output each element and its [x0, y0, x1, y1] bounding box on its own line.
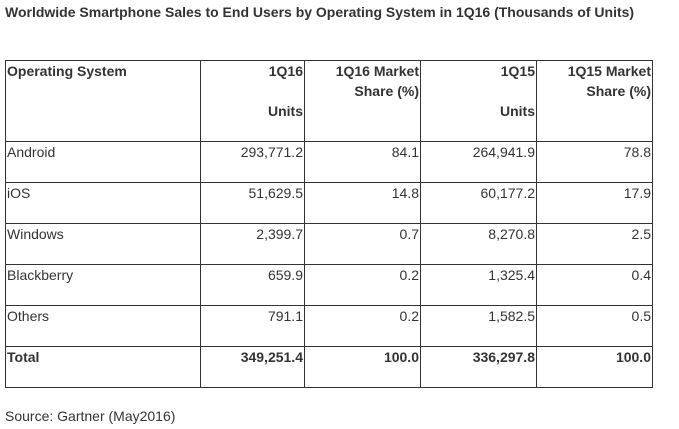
- sales-table: Operating System 1Q16 Units 1Q16 Market …: [5, 60, 653, 388]
- total-share-1q15-cell: 100.0: [536, 346, 653, 388]
- table-row-others: Others 791.1 0.2 1,582.5 0.5: [5, 305, 653, 347]
- total-label-cell: Total: [5, 346, 201, 388]
- header-label-line2: Units: [500, 103, 535, 119]
- header-label-line1: 1Q15: [500, 63, 535, 79]
- share-1q15-cell: 0.4: [536, 264, 653, 306]
- header-label-line2: Share (%): [586, 83, 651, 99]
- table-row-blackberry: Blackberry 659.9 0.2 1,325.4 0.4: [5, 264, 653, 306]
- header-label: Operating System: [7, 63, 127, 79]
- header-label-line1: 1Q16 Market: [335, 63, 419, 79]
- units-1q15-cell: 1,582.5: [420, 305, 537, 347]
- os-name-cell: iOS: [5, 182, 201, 224]
- share-1q15-cell: 78.8: [536, 141, 653, 183]
- table-row-windows: Windows 2,399.7 0.7 8,270.8 2.5: [5, 223, 653, 265]
- header-label-line1: 1Q15 Market: [567, 63, 651, 79]
- table-row-android: Android 293,771.2 84.1 264,941.9 78.8: [5, 141, 653, 183]
- units-1q16-cell: 2,399.7: [200, 223, 305, 265]
- header-1q16-share: 1Q16 Market Share (%): [304, 60, 421, 142]
- units-1q16-cell: 791.1: [200, 305, 305, 347]
- units-1q15-cell: 8,270.8: [420, 223, 537, 265]
- table-row-total: Total 349,251.4 100.0 336,297.8 100.0: [5, 346, 653, 388]
- header-label-line1: 1Q16: [268, 63, 303, 79]
- header-1q16-units: 1Q16 Units: [200, 60, 305, 142]
- header-label-line2: Units: [268, 103, 303, 119]
- os-name-cell: Android: [5, 141, 201, 183]
- table-row-ios: iOS 51,629.5 14.8 60,177.2 17.9: [5, 182, 653, 224]
- share-1q16-cell: 0.2: [304, 264, 421, 306]
- units-1q15-cell: 60,177.2: [420, 182, 537, 224]
- units-1q15-cell: 264,941.9: [420, 141, 537, 183]
- share-1q16-cell: 84.1: [304, 141, 421, 183]
- source-note: Source: Gartner (May2016): [5, 408, 176, 424]
- share-1q15-cell: 17.9: [536, 182, 653, 224]
- table-header-row: Operating System 1Q16 Units 1Q16 Market …: [5, 60, 653, 142]
- os-name-cell: Windows: [5, 223, 201, 265]
- header-label-line2: Share (%): [354, 83, 419, 99]
- header-1q15-share: 1Q15 Market Share (%): [536, 60, 653, 142]
- units-1q16-cell: 293,771.2: [200, 141, 305, 183]
- share-1q16-cell: 0.7: [304, 223, 421, 265]
- share-1q15-cell: 2.5: [536, 223, 653, 265]
- share-1q16-cell: 14.8: [304, 182, 421, 224]
- share-1q15-cell: 0.5: [536, 305, 653, 347]
- total-share-1q16-cell: 100.0: [304, 346, 421, 388]
- header-1q15-units: 1Q15 Units: [420, 60, 537, 142]
- header-operating-system: Operating System: [5, 60, 201, 142]
- share-1q16-cell: 0.2: [304, 305, 421, 347]
- units-1q16-cell: 659.9: [200, 264, 305, 306]
- os-name-cell: Blackberry: [5, 264, 201, 306]
- units-1q16-cell: 51,629.5: [200, 182, 305, 224]
- units-1q15-cell: 1,325.4: [420, 264, 537, 306]
- table-title: Worldwide Smartphone Sales to End Users …: [5, 4, 635, 20]
- total-units-1q16-cell: 349,251.4: [200, 346, 305, 388]
- total-units-1q15-cell: 336,297.8: [420, 346, 537, 388]
- os-name-cell: Others: [5, 305, 201, 347]
